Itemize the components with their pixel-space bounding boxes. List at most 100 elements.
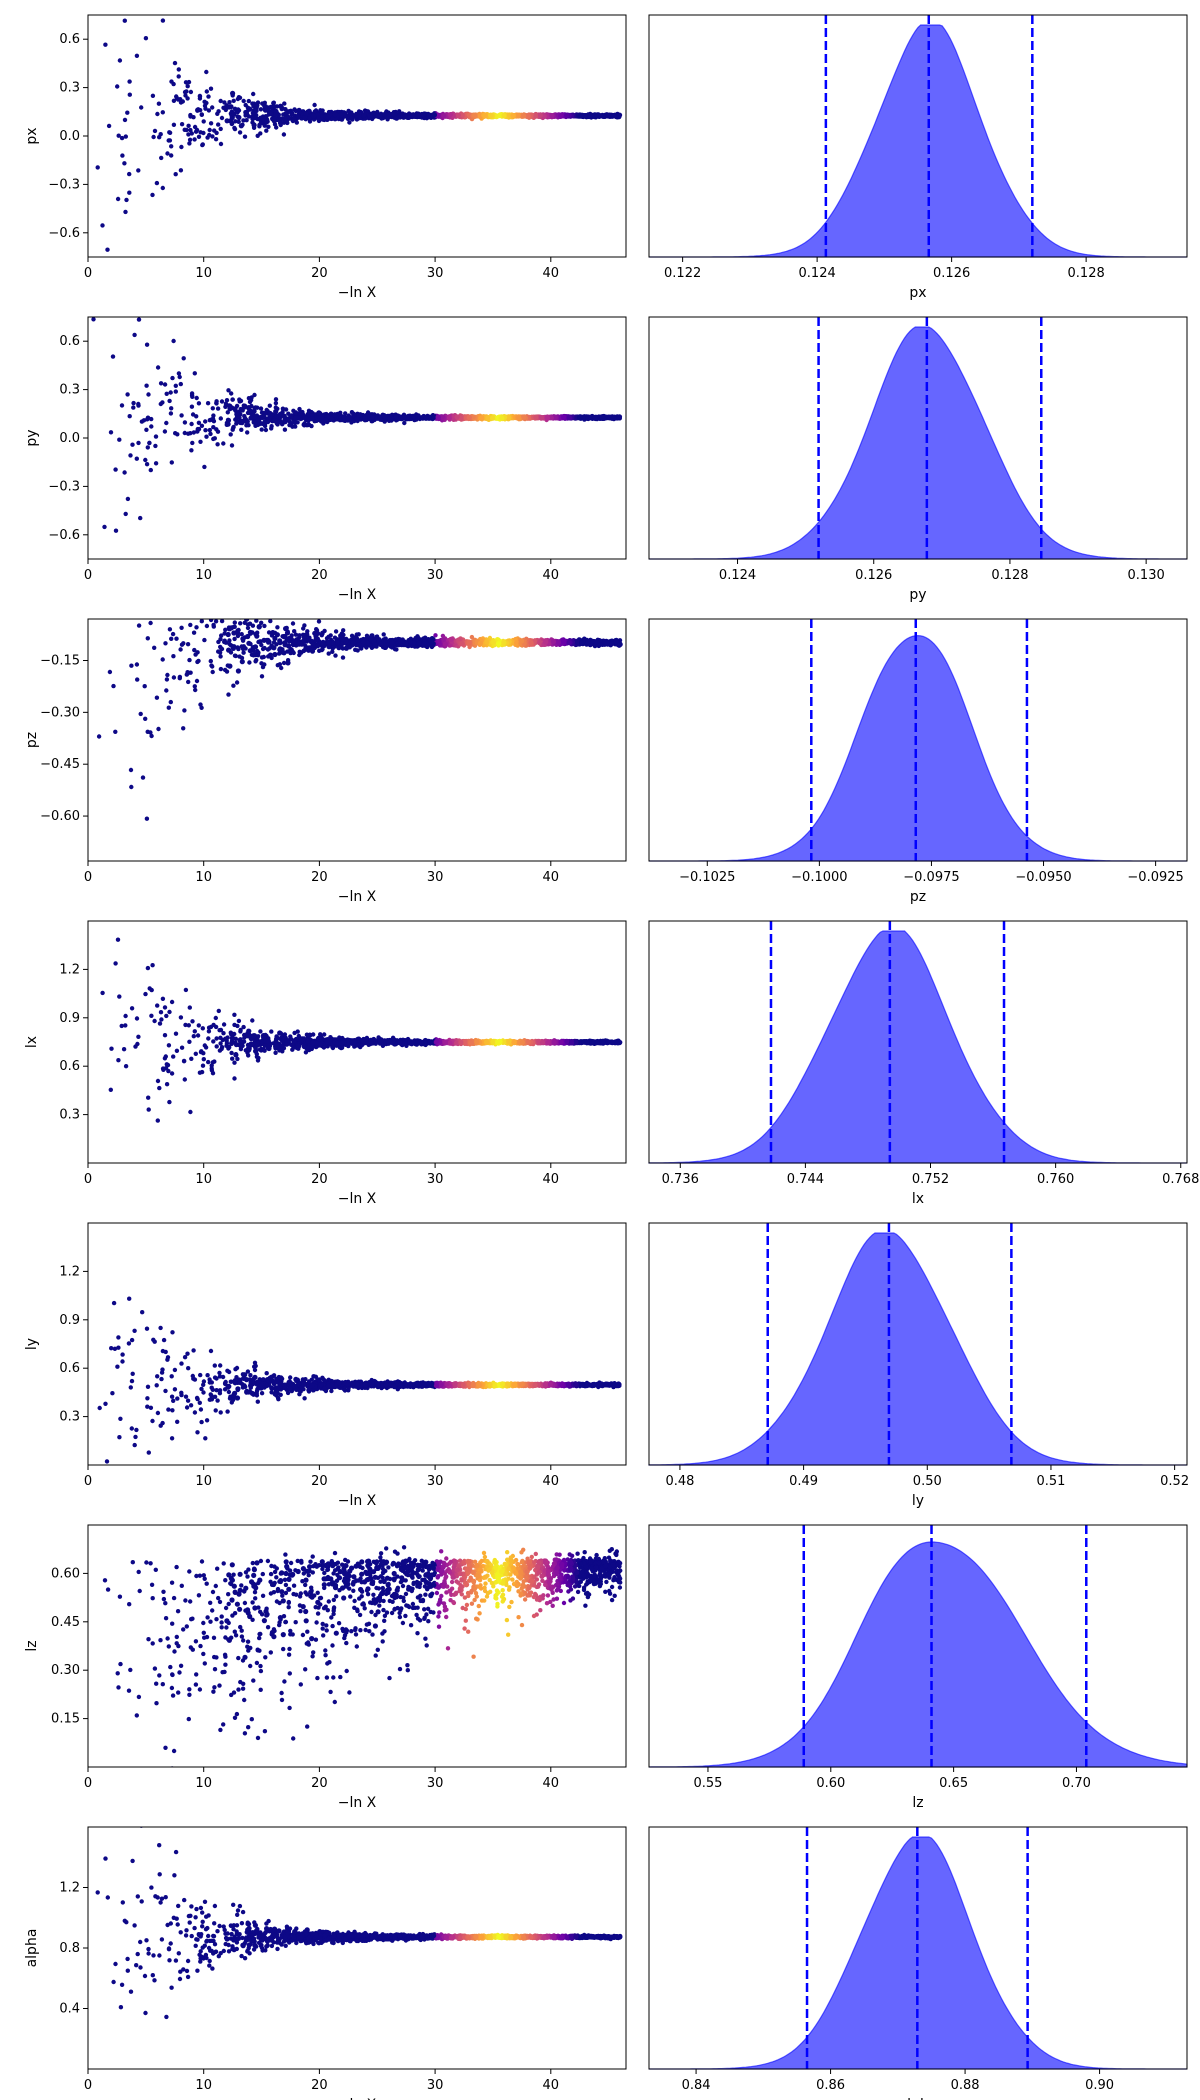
trace-point — [355, 648, 360, 653]
trace-point — [390, 111, 396, 117]
trace-point — [219, 399, 225, 404]
trace-point — [454, 414, 460, 420]
trace-point — [160, 657, 165, 662]
trace-point — [179, 625, 184, 630]
trace-point — [238, 123, 244, 129]
trace-point — [490, 415, 496, 421]
trace-point — [223, 404, 228, 409]
trace-point — [376, 637, 382, 643]
trace-point — [332, 644, 337, 649]
trace-point — [204, 434, 209, 439]
trace-point — [219, 646, 225, 652]
y-axis-label: px — [24, 127, 40, 144]
trace-point — [127, 414, 132, 419]
trace-point — [186, 123, 191, 128]
trace-point — [239, 655, 245, 661]
trace-point — [332, 412, 338, 418]
trace-point — [555, 639, 561, 646]
trace-point — [232, 653, 238, 658]
trace-point — [277, 651, 282, 656]
trace-point — [153, 461, 159, 466]
trace-point — [198, 439, 203, 444]
trace-point — [229, 443, 235, 448]
y-tick-label: 0.6 — [59, 32, 80, 47]
trace-points — [95, 18, 623, 252]
trace-point — [201, 119, 206, 124]
trace-point — [416, 640, 422, 646]
trace-point — [134, 662, 140, 667]
trace-point — [269, 426, 274, 431]
trace-point — [244, 118, 249, 123]
posterior-density — [649, 326, 1187, 560]
y-tick-label: −0.3 — [48, 479, 80, 494]
trace-point — [157, 135, 162, 140]
trace-point — [389, 643, 394, 649]
trace-point — [171, 122, 177, 128]
trace-point — [179, 122, 185, 127]
trace-point — [204, 69, 209, 75]
trace-point — [208, 121, 214, 126]
trace-point — [195, 650, 200, 655]
trace-point — [247, 399, 253, 405]
trace-point — [271, 645, 277, 651]
trace-point — [282, 116, 288, 122]
trace-point — [221, 614, 225, 618]
trace-point — [160, 110, 165, 115]
trace-point — [451, 417, 456, 422]
trace-point — [214, 427, 219, 432]
trace-point — [281, 660, 287, 666]
trace-point — [259, 661, 264, 666]
trace-point — [181, 356, 186, 361]
trace-point — [214, 400, 219, 406]
x-tick-label: 40 — [543, 568, 560, 583]
trace-point — [191, 430, 196, 435]
trace-point — [168, 699, 173, 705]
trace-point — [192, 647, 197, 653]
trace-point — [113, 528, 119, 533]
trace-point — [144, 342, 150, 347]
trace-point — [271, 100, 276, 105]
trace-point — [199, 423, 205, 428]
trace-point — [176, 97, 181, 102]
x-tick-label: 0 — [84, 266, 92, 281]
trace-point — [131, 405, 136, 410]
trace-point — [305, 636, 311, 643]
trace-point — [218, 141, 224, 147]
trace-point — [240, 636, 246, 642]
trace-point — [499, 415, 505, 421]
trace-point — [423, 415, 429, 421]
trace-point — [354, 112, 360, 118]
trace-point — [316, 410, 322, 416]
trace-point — [281, 413, 287, 419]
x-tick-label: 0.124 — [719, 568, 756, 583]
trace-point — [233, 119, 238, 124]
trace-point — [175, 432, 180, 437]
trace-point — [548, 415, 554, 421]
x-tick-label: 0 — [84, 568, 92, 583]
trace-point — [186, 431, 191, 436]
trace-point — [431, 112, 438, 118]
trace-point — [244, 111, 250, 117]
trace-point — [404, 414, 410, 420]
trace-point — [138, 711, 143, 717]
trace-point — [232, 636, 237, 642]
trace-point — [262, 105, 269, 111]
trace-point — [143, 36, 149, 41]
trace-point — [393, 414, 399, 420]
trace-point — [594, 112, 600, 118]
trace-point — [282, 101, 287, 106]
trace-point — [369, 414, 375, 420]
trace-point — [196, 426, 202, 432]
trace-point — [347, 120, 352, 125]
trace-point — [144, 816, 150, 821]
trace-point — [521, 414, 527, 420]
trace-point — [234, 108, 240, 114]
trace-point — [606, 112, 612, 118]
trace-point — [259, 674, 265, 679]
trace-point — [439, 414, 445, 420]
trace-point — [106, 123, 112, 129]
trace-point — [207, 427, 212, 433]
trace-point — [96, 734, 102, 739]
trace-point — [377, 415, 383, 421]
trace-point — [616, 414, 623, 420]
